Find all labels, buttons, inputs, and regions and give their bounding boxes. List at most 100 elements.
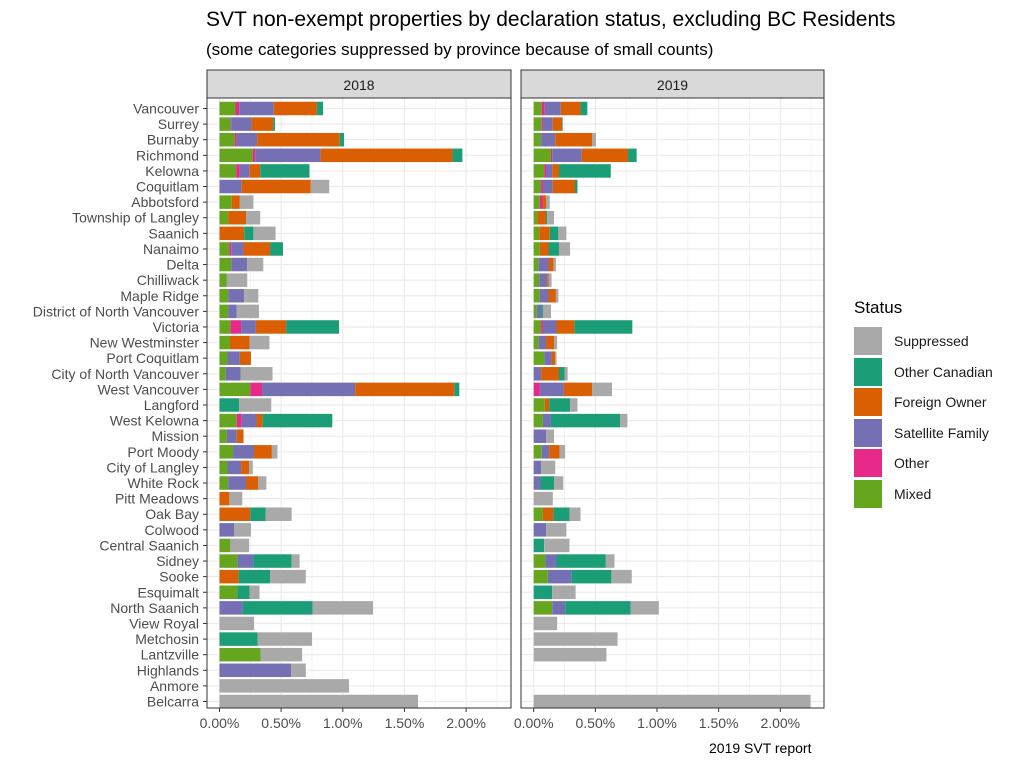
panel-2018-bar-white-rock-satellite-family — [228, 476, 247, 490]
panel-2019-bar-township-of-langley-other-canadian — [546, 210, 548, 225]
y-tick-label-port-coquitlam: Port Coquitlam — [106, 350, 199, 366]
panel-2018-bar-pitt-meadows-suppressed — [229, 491, 243, 506]
panel-2019-bar-sidney-mixed — [533, 554, 546, 568]
panel-2019-bar-district-of-north-vancouver-other-canadian — [541, 304, 543, 319]
panel-2018-bar-chilliwack-mixed — [219, 273, 227, 287]
panel-2018-bar-mission-foreign-owner — [236, 429, 244, 443]
panel-2019-bar-coquitlam-foreign-owner — [552, 179, 575, 194]
legend-swatch-mixed — [854, 479, 882, 508]
panel-2019-bar-nanaimo-mixed — [533, 242, 540, 256]
panel-2018-bar-belcarra-suppressed — [219, 694, 419, 709]
panel-2019-bar-maple-ridge-satellite-family — [539, 289, 549, 303]
panel-2019-bar-township-of-langley-foreign-owner — [537, 210, 547, 225]
legend-item-suppressed: Suppressed — [854, 326, 993, 357]
panel-2018-bar-city-of-langley-mixed — [219, 460, 228, 475]
panel-2018-bar-highlands-satellite-family — [219, 663, 292, 678]
panel-2018-bar-metchosin-other-canadian — [219, 632, 258, 646]
panel-2019-bar-vancouver-satellite-family — [544, 101, 561, 116]
panel-2019-bar-nanaimo-foreign-owner — [539, 242, 549, 256]
panel-2018-bar-view-royal-suppressed — [219, 616, 255, 631]
legend-label-other: Other — [894, 455, 930, 472]
panel-2018-bar-north-saanich-satellite-family — [219, 601, 243, 615]
y-tick-label-langford: Langford — [144, 397, 199, 413]
panel-2019-bar-new-westminster-suppressed — [554, 335, 558, 350]
panel-2018-bar-city-of-langley-suppressed — [249, 460, 253, 475]
panel-2019-bar-vancouver-other — [541, 101, 545, 116]
y-tick-label-new-westminster: New Westminster — [90, 335, 200, 351]
panel-2018-bar-maple-ridge-suppressed — [244, 289, 259, 303]
panel-2018-bar-maple-ridge-satellite-family — [228, 289, 245, 303]
panel-2018-bar-vancouver-foreign-owner — [273, 101, 317, 116]
panel-2018-bar-victoria-mixed — [219, 320, 231, 334]
panel-2018-bar-burnaby-other — [234, 132, 237, 147]
panel-2018-bar-esquimalt-mixed — [219, 585, 238, 600]
panel-2018-bar-coquitlam-satellite-family — [219, 179, 242, 194]
panel-2018-bar-abbotsford-foreign-owner — [231, 195, 240, 209]
panel-2018-bar-richmond-other — [252, 148, 256, 163]
legend-swatch-satellite-family — [854, 418, 882, 447]
panel-2019-bar-kelowna-foreign-owner — [552, 164, 559, 178]
panel-2019-bar-new-westminster-foreign-owner — [546, 335, 555, 350]
panel-2019-bar-port-moody-suppressed — [559, 445, 566, 459]
panel-2018-bar-kelowna-foreign-owner — [249, 164, 261, 178]
panel-2019-bar-west-kelowna-suppressed — [620, 413, 628, 428]
panel-2018-bar-nanaimo-foreign-owner — [243, 242, 271, 256]
y-tick-label-view-royal: View Royal — [129, 615, 199, 631]
panel-2018-bar-white-rock-mixed — [219, 476, 229, 490]
panel-2019-bar-north-saanich-other-canadian — [565, 601, 631, 615]
panel-2018-bar-township-of-langley-foreign-owner — [228, 210, 247, 225]
panel-2019-bar-mission-suppressed — [546, 429, 555, 443]
panel-2018-bar-esquimalt-other-canadian — [237, 585, 250, 600]
panel-2019-bar-abbotsford-suppressed — [546, 195, 550, 209]
panel-2019-bar-burnaby-satellite-family — [541, 132, 556, 147]
panel-2018-bar-burnaby-other-canadian — [339, 132, 345, 147]
panel-2019-bar-richmond-other-canadian — [628, 148, 637, 163]
panel-2019-bar-port-coquitlam-satellite-family — [544, 351, 552, 365]
panel-2019-bar-sooke-satellite-family — [547, 569, 572, 584]
panel-2018-bar-city-of-north-vancouver-mixed — [219, 367, 226, 381]
legend-item-other-canadian: Other Canadian — [854, 357, 993, 388]
panel-2018-bar-district-of-north-vancouver-mixed — [219, 304, 229, 319]
panel-2019-bar-burnaby-suppressed — [592, 132, 596, 147]
panel-2018-bar-nanaimo-mixed — [219, 242, 230, 256]
chart-title: SVT non-exempt properties by declaration… — [206, 8, 896, 31]
panel-2019-bar-port-coquitlam-foreign-owner — [551, 351, 556, 365]
legend-item-satellite-family: Satellite Family — [854, 418, 993, 449]
panel-2018-bar-west-kelowna-satellite-family — [241, 413, 257, 428]
panel-2018-bar-saanich-other-canadian — [244, 226, 254, 241]
panel-2018-bar-west-vancouver-satellite-family — [262, 382, 356, 397]
y-tick-label-sooke: Sooke — [159, 569, 199, 585]
panel-2019-bar-victoria-other — [541, 320, 543, 334]
panel-2019-bar-oak-bay-foreign-owner — [542, 507, 554, 521]
panel-2018-strip — [206, 69, 512, 99]
panel-2019-bar-pitt-meadows-suppressed — [533, 491, 553, 506]
panel-2019-bar-white-rock-other-canadian — [540, 476, 555, 490]
panel-2018-bar-nanaimo-satellite-family — [231, 242, 244, 256]
panel-2019-bar-coquitlam-other — [541, 179, 543, 194]
panel-2019-bar-city-of-langley-satellite-family — [533, 460, 542, 475]
panel-2018-bar-west-vancouver-foreign-owner — [355, 382, 455, 397]
panel-2019-bar-white-rock-suppressed — [554, 476, 564, 490]
panel-2019-bar-abbotsford-mixed — [533, 195, 540, 209]
panel-2019-bar-chilliwack-suppressed — [548, 273, 552, 287]
panel-2019-bar-city-of-north-vancouver-other-canadian — [558, 367, 565, 381]
panel-2019-bar-colwood-satellite-family — [533, 523, 547, 537]
panel-2018-bar-new-westminster-mixed — [219, 335, 230, 350]
panel-2018-bar-city-of-langley-foreign-owner — [241, 460, 250, 475]
panel-2019-bar-surrey-other — [541, 117, 543, 131]
panel-2018-bar-kelowna-satellite-family — [239, 164, 250, 178]
panel-2018-bar-abbotsford-suppressed — [239, 195, 254, 209]
panel-2019-bar-oak-bay-mixed — [533, 507, 543, 521]
panel-2019-bar-coquitlam-other-canadian — [575, 179, 578, 194]
panel-2018-bar-west-kelowna-mixed — [219, 413, 237, 428]
panel-2018-bar-sooke-foreign-owner — [219, 569, 239, 584]
panel-2018-bar-victoria-other — [230, 320, 242, 334]
panel-2018-bar-pitt-meadows-foreign-owner — [219, 491, 230, 506]
y-tick-label-white-rock: White Rock — [127, 475, 200, 491]
panel-2019-bar-mission-satellite-family — [533, 429, 547, 443]
panel-2019-bar-metchosin-suppressed — [533, 632, 618, 646]
y-tick-label-north-saanich: North Saanich — [110, 600, 199, 616]
panel-2019-bar-white-rock-satellite-family — [533, 476, 541, 490]
panel-2019-bar-north-saanich-mixed — [533, 601, 553, 615]
panel-2018-bar-oak-bay-foreign-owner — [219, 507, 251, 521]
